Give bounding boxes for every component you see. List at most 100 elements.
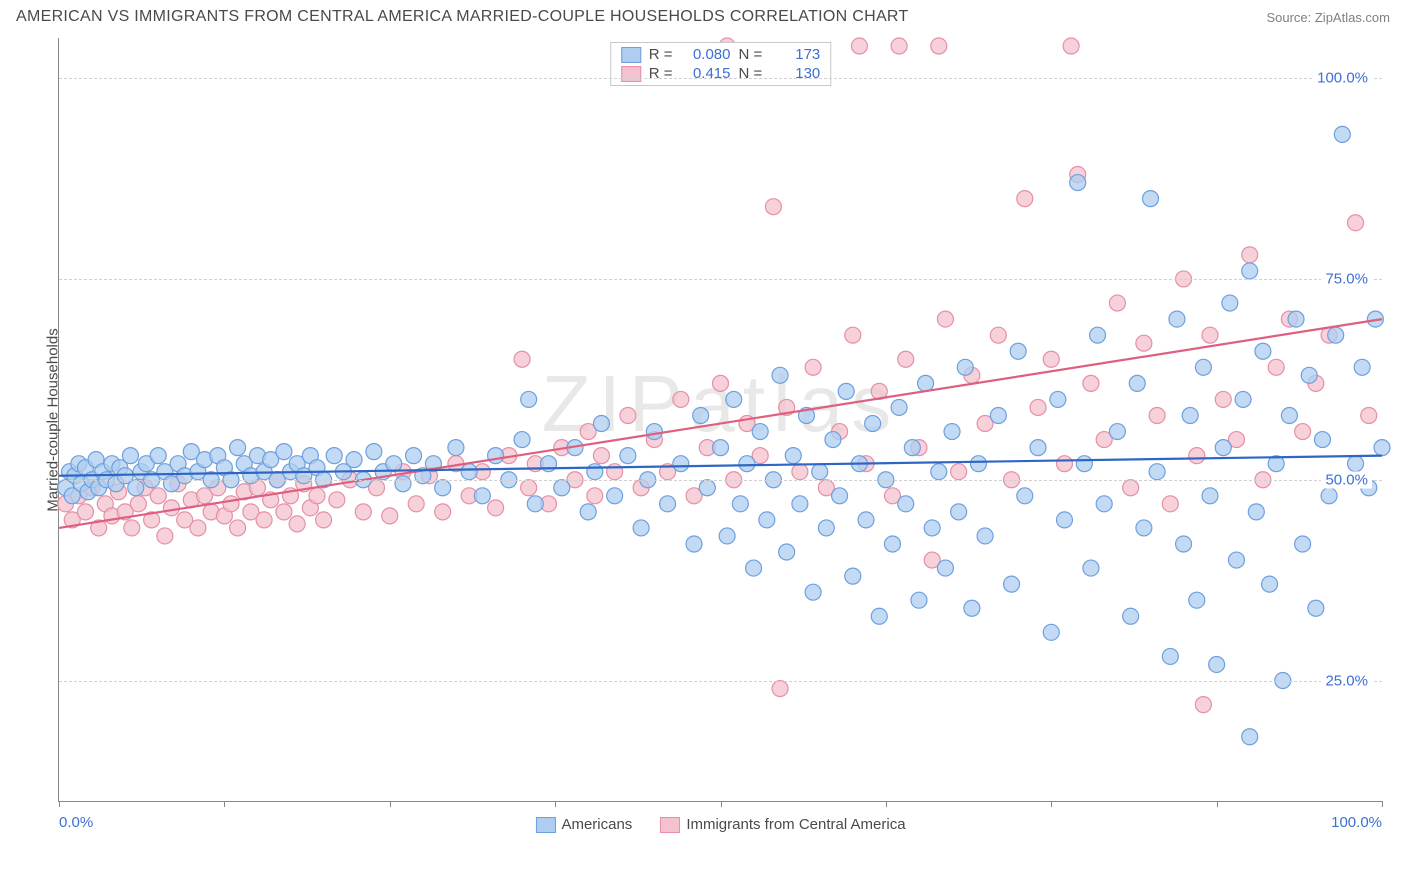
scatter-point [474,488,490,504]
scatter-point [693,407,709,423]
scatter-point [230,440,246,456]
scatter-point [223,496,239,512]
r-value-b: 0.415 [681,65,731,82]
scatter-point [977,528,993,544]
scatter-point [832,488,848,504]
scatter-point [785,448,801,464]
scatter-point [858,512,874,528]
x-tick [224,801,225,807]
scatter-point [276,504,292,520]
scatter-plot-svg [59,38,1382,801]
scatter-point [1348,215,1364,231]
scatter-point [1076,456,1092,472]
scatter-point [1374,440,1390,456]
n-value-a: 173 [770,46,820,63]
scatter-point [620,448,636,464]
y-tick-label: 50.0% [1321,471,1372,488]
scatter-point [1083,560,1099,576]
scatter-point [1162,648,1178,664]
series-a [58,126,1390,744]
scatter-point [124,520,140,536]
scatter-point [1176,536,1192,552]
scatter-point [944,424,960,440]
scatter-point [130,496,146,512]
scatter-point [355,504,371,520]
scatter-point [818,520,834,536]
n-label-b: N = [739,65,763,82]
scatter-point [1248,504,1264,520]
scatter-point [633,520,649,536]
scatter-point [448,440,464,456]
scatter-point [1202,327,1218,343]
y-tick-label: 100.0% [1313,70,1372,87]
scatter-point [924,520,940,536]
scatter-point [620,407,636,423]
scatter-point [779,544,795,560]
scatter-point [1123,480,1139,496]
scatter-point [329,492,345,508]
scatter-point [435,480,451,496]
plot-box: Married-couple Households ZIPatlas R = 0… [58,38,1382,802]
scatter-point [406,448,422,464]
scatter-point [865,416,881,432]
scatter-point [825,432,841,448]
scatter-point [1169,311,1185,327]
scatter-point [1228,552,1244,568]
scatter-point [230,520,246,536]
r-label-a: R = [649,46,673,63]
scatter-point [1255,343,1271,359]
scatter-point [77,504,93,520]
legend-label-a: Americans [561,816,632,833]
scatter-point [190,520,206,536]
scatter-point [316,512,332,528]
scatter-point [931,464,947,480]
scatter-point [931,38,947,54]
scatter-point [937,311,953,327]
gridline-h [59,681,1382,682]
scatter-point [587,464,603,480]
stats-row-b: R = 0.415 N = 130 [611,64,831,83]
x-tick [886,801,887,807]
swatch-series-a [535,817,555,833]
scatter-point [646,424,662,440]
x-tick [1217,801,1218,807]
scatter-point [514,432,530,448]
scatter-point [408,496,424,512]
scatter-point [461,464,477,480]
scatter-point [1215,440,1231,456]
scatter-point [792,496,808,512]
scatter-point [256,512,272,528]
scatter-point [898,496,914,512]
scatter-point [1063,38,1079,54]
scatter-point [514,351,530,367]
scatter-point [1348,456,1364,472]
scatter-point [1149,464,1165,480]
x-tick [555,801,556,807]
scatter-point [1090,327,1106,343]
stats-row-a: R = 0.080 N = 173 [611,45,831,64]
scatter-point [488,500,504,516]
scatter-point [805,584,821,600]
scatter-point [326,448,342,464]
scatter-point [1354,359,1370,375]
scatter-point [1321,488,1337,504]
scatter-point [1361,407,1377,423]
scatter-point [990,407,1006,423]
gridline-h [59,480,1382,481]
scatter-point [957,359,973,375]
scatter-point [964,600,980,616]
scatter-point [435,504,451,520]
scatter-point [1189,592,1205,608]
scatter-point [1136,520,1152,536]
scatter-point [128,480,144,496]
y-tick-label: 25.0% [1321,672,1372,689]
scatter-point [1328,327,1344,343]
scatter-point [150,488,166,504]
scatter-point [1222,295,1238,311]
scatter-point [937,560,953,576]
x-tick-label: 0.0% [59,814,93,831]
chart-title: AMERICAN VS IMMIGRANTS FROM CENTRAL AMER… [16,8,909,26]
legend-item-b: Immigrants from Central America [660,816,905,833]
scatter-point [346,452,362,468]
scatter-point [673,391,689,407]
